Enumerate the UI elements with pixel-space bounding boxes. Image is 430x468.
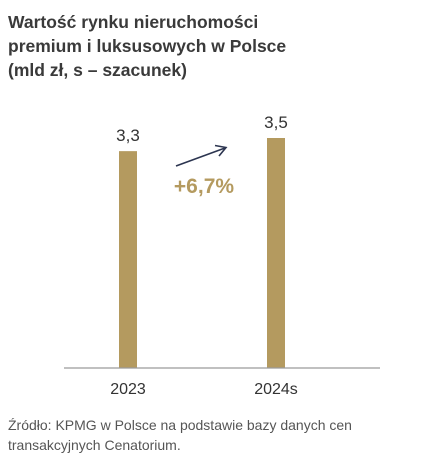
category-label-2024s: 2024s	[254, 381, 298, 398]
source-line-2: transakcyjnych Cenatorium.	[8, 437, 181, 453]
growth-percentage-label: +6,7%	[174, 175, 234, 198]
growth-arrow-icon	[175, 147, 226, 167]
source-line-1: Źródło: KPMG w Polsce na podstawie bazy …	[8, 417, 352, 433]
bar-chart: 3,3 2023 3,5 2024s +6,7%	[64, 113, 380, 398]
bar-2023	[119, 151, 137, 368]
chart-title: Wartość rynku nieruchomości premium i lu…	[8, 10, 418, 82]
source-note: Źródło: KPMG w Polsce na podstawie bazy …	[8, 415, 424, 455]
chart-title-line-2: premium i luksusowych w Polsce	[8, 36, 287, 56]
chart-marks: 3,3 2023 3,5 2024s	[110, 113, 298, 398]
chart-title-line-1: Wartość rynku nieruchomości	[8, 12, 259, 32]
bar-2024s	[267, 138, 285, 368]
growth-annotation: +6,7%	[174, 144, 234, 198]
category-label-2023: 2023	[110, 381, 146, 398]
value-label-2024s: 3,5	[264, 113, 288, 132]
chart-title-line-3: (mld zł, s – szacunek)	[8, 60, 187, 80]
value-label-2023: 3,3	[116, 126, 140, 145]
growth-arrowhead-icon	[214, 144, 228, 157]
